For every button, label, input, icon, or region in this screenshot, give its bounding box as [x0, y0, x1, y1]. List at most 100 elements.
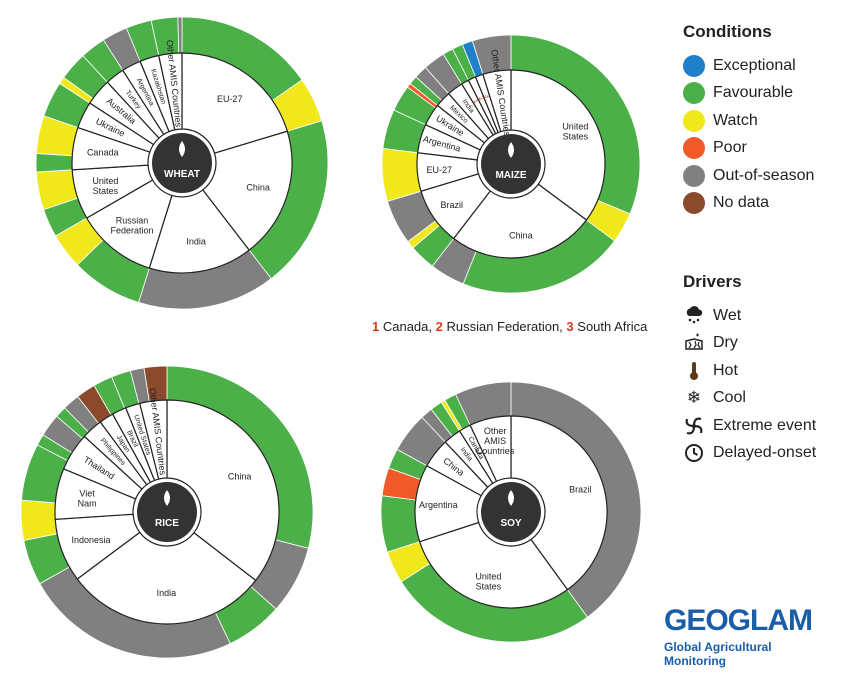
legend-label: Out-of-season: [713, 166, 815, 184]
country-label: Indonesia: [71, 535, 110, 545]
conditions-legend: Conditions Exceptional Favourable Watch …: [683, 22, 843, 217]
inner-segment-other-amis-countries: [158, 52, 183, 131]
footnote-text: Russian Federation,: [442, 319, 567, 334]
crop-title: SOY: [500, 518, 521, 529]
outer-segment-favourable: [35, 152, 73, 173]
country-label-line: Nam: [78, 499, 97, 509]
crop-icon: [508, 142, 514, 158]
country-label-line: States: [476, 581, 502, 591]
legend-label: Hot: [713, 361, 738, 379]
country-label-line: Federation: [111, 225, 154, 235]
legend-item-wet: Wet: [683, 302, 843, 330]
country-label-line: China: [228, 471, 252, 481]
swatch-out-of-season: [683, 164, 705, 187]
country-label: EU-27: [427, 165, 453, 175]
country-label-line: Russian: [116, 215, 149, 225]
swatch-exceptional: [683, 54, 705, 77]
legend-label: Extreme event: [713, 416, 817, 434]
wet-icon: [683, 305, 705, 327]
country-label-line: Countries: [476, 446, 515, 456]
dry-icon: [683, 332, 705, 354]
outer-segment-out-of-season: [177, 16, 183, 54]
country-label-line: AMIS: [484, 436, 506, 446]
swatch-watch: [683, 109, 705, 132]
country-label: United States: [562, 122, 588, 142]
legend-item-out-of-season: Out-of-season: [683, 162, 843, 190]
crop-badge: [137, 482, 197, 542]
country-label-line: EU-27: [427, 165, 453, 175]
inner-segment-other-amis-countries: [469, 415, 512, 483]
country-label-line: Argentina: [419, 500, 458, 510]
country-label: Brazil: [440, 200, 463, 210]
legend-label: Cool: [713, 389, 746, 407]
country-label: Russian Federation: [111, 215, 154, 235]
country-label-line: United: [475, 571, 501, 581]
crop-title: MAIZE: [495, 170, 526, 181]
inner-segment-india: [76, 531, 257, 625]
legend-item-dry: Dry: [683, 330, 843, 358]
crop-icon: [508, 490, 514, 506]
footnote-num: 3: [566, 319, 574, 334]
country-label-line: China: [246, 182, 270, 192]
country-label-line: United: [92, 176, 118, 186]
country-label: India: [157, 588, 177, 598]
country-label: Canada: [87, 147, 119, 157]
legend-item-no-data: No data: [683, 190, 843, 218]
legend-item-cool: ❄ Cool: [683, 385, 843, 413]
country-label: 1: [471, 98, 479, 105]
country-label: EU-27: [217, 94, 243, 104]
legend-label: Wet: [713, 306, 742, 324]
inner-segment-other-amis-countries: [482, 69, 512, 133]
inner-segment-united-states: [418, 521, 569, 609]
donut-maize: United StatesChinaBrazilEU-27ArgentinaUkr…: [381, 34, 641, 294]
country-label-line: China: [509, 230, 533, 240]
country-label: China: [246, 182, 270, 192]
crop-icon: [179, 141, 185, 157]
country-label-line: Brazil: [569, 484, 592, 494]
maize-footnote: 1 Canada, 2 Russian Federation, 3 South …: [372, 319, 647, 334]
country-label-line: Canada: [87, 147, 119, 157]
country-label-line: India: [186, 237, 206, 247]
crop-badge: [481, 482, 541, 542]
crop-title: WHEAT: [164, 169, 200, 180]
inner-segment-united-states: [510, 69, 606, 221]
inner-segment-india: [148, 189, 250, 274]
legend-item-hot: Hot: [683, 357, 843, 385]
swatch-favourable: [683, 82, 705, 105]
country-label-line: Indonesia: [71, 535, 110, 545]
country-label: Brazil: [569, 484, 592, 494]
outer-segment-watch: [20, 499, 58, 541]
crop-badge: [481, 134, 541, 194]
country-label-line: States: [563, 132, 589, 142]
legend-label: Poor: [713, 139, 747, 157]
country-label: India: [186, 237, 206, 247]
legend-label: Favourable: [713, 84, 794, 102]
crop-icon: [164, 490, 170, 506]
country-label: Viet Nam: [78, 489, 97, 509]
legend-item-favourable: Favourable: [683, 80, 843, 108]
swatch-no-data: [683, 192, 705, 215]
country-label: China: [228, 471, 252, 481]
donut-wheat: EU-27 China India Russian Federation United St…: [35, 16, 329, 310]
delayed-onset-icon: [683, 442, 705, 464]
drivers-title: Drivers: [683, 272, 742, 291]
country-label-line: Brazil: [440, 200, 463, 210]
inner-segment-china: [201, 130, 293, 251]
inner-segment-other-amis-countries: [139, 399, 168, 480]
geoglam-logo: GEOGLAM Global Agricultural Monitoring: [664, 604, 834, 668]
inner-segment-eu-27: [181, 52, 289, 154]
hot-icon: [683, 360, 705, 382]
country-label: United States: [475, 571, 501, 591]
crop-title: RICE: [155, 518, 179, 529]
extreme-event-icon: [683, 415, 705, 437]
logo-word: GEOGLAM: [664, 604, 813, 637]
legend-label: Exceptional: [713, 56, 796, 74]
country-label-line: India: [157, 588, 177, 598]
cool-icon: ❄: [686, 388, 702, 408]
country-label: Other AMIS Countries: [476, 426, 515, 456]
drivers-legend: Drivers Wet Dry Hot ❄ Cool Extreme event…: [683, 272, 843, 467]
footnote-num: 2: [435, 319, 443, 334]
legend-label: Watch: [713, 111, 758, 129]
footnote-text: Canada,: [379, 319, 436, 334]
